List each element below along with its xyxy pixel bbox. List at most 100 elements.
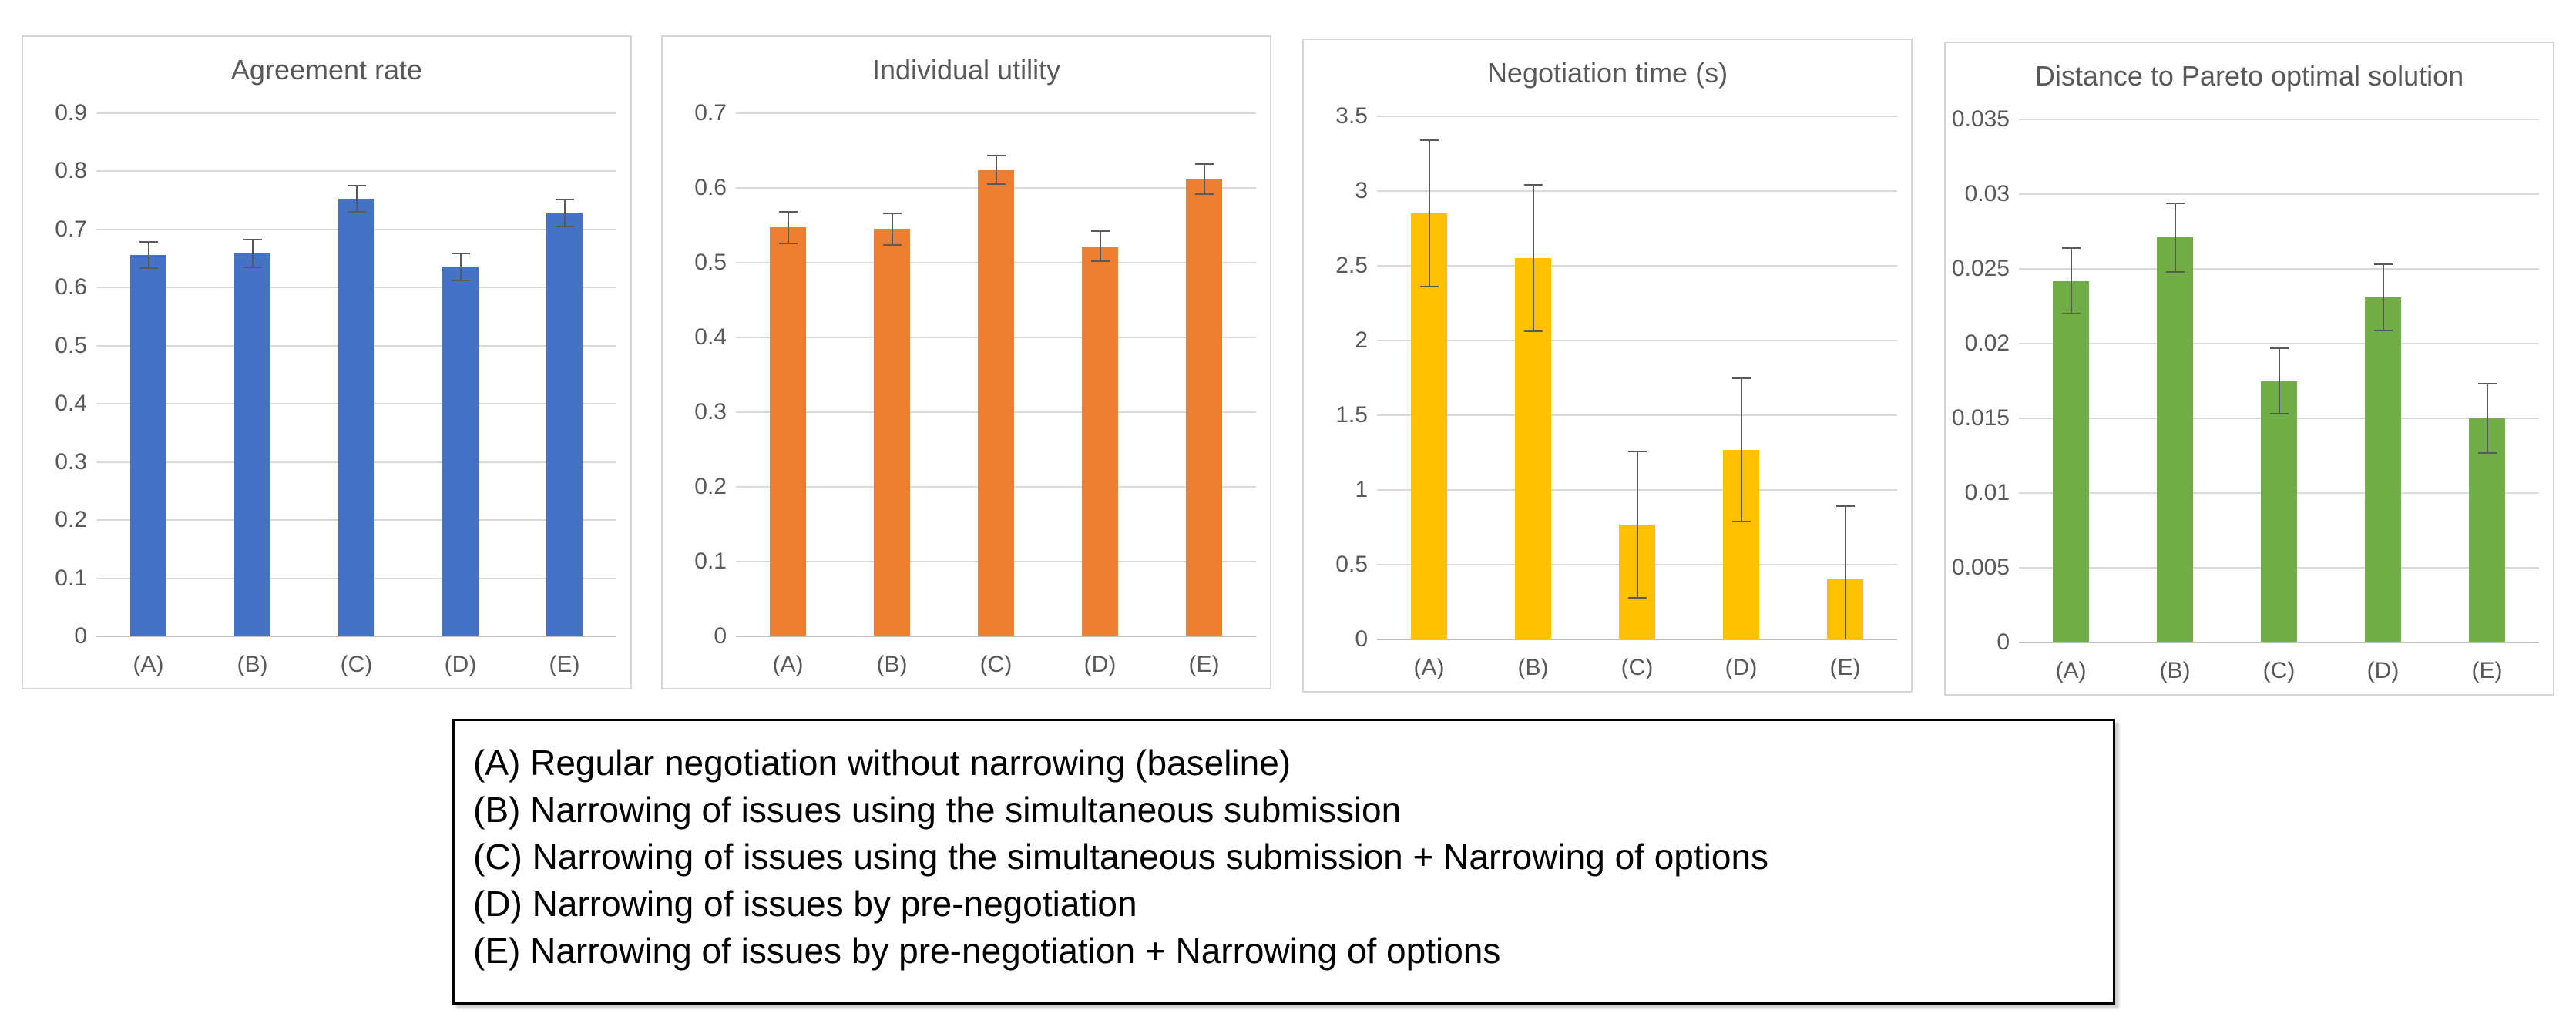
- chart-title: Agreement rate: [230, 54, 423, 86]
- y-axis-tick-label: 0.5: [1335, 552, 1368, 577]
- error-bar-cap-top: [139, 240, 158, 243]
- error-bar: [1844, 506, 1846, 639]
- error-bar-cap-top: [2269, 347, 2289, 349]
- bar-d: [2365, 297, 2401, 642]
- y-axis-tick-label: 0: [714, 623, 727, 649]
- error-bar: [1740, 377, 1742, 522]
- y-axis-tick-label: 0.1: [55, 565, 87, 591]
- bar-b: [2157, 237, 2193, 642]
- y-axis-tick-label: 2.5: [1335, 253, 1368, 278]
- error-bar: [147, 241, 149, 269]
- x-axis-category-label: (C): [979, 652, 1013, 677]
- x-axis-category-label: (D): [1725, 655, 1758, 680]
- y-axis-tick-label: 1: [1355, 477, 1368, 502]
- y-axis-tick-label: 0.03: [1964, 181, 2010, 206]
- error-bar: [355, 186, 358, 212]
- error-bar-cap-top: [778, 211, 798, 213]
- y-axis-tick-label: 0: [1997, 629, 2010, 655]
- y-axis-tick-label: 0.6: [694, 175, 727, 200]
- y-axis-tick-label: 0.015: [1951, 405, 2010, 431]
- chart-panel-pareto-distance: Distance to Pareto optimal solution 0.03…: [1944, 42, 2554, 696]
- error-bar: [459, 253, 462, 280]
- y-axis-tick-label: 0.025: [1951, 256, 2010, 281]
- bar-b: [874, 229, 910, 636]
- error-bar-cap-bottom: [882, 243, 902, 246]
- bar-c: [338, 198, 374, 636]
- error-bar: [891, 213, 893, 245]
- error-bar-cap-bottom: [1419, 286, 1439, 288]
- bar-a: [770, 227, 806, 636]
- x-axis-line: [96, 636, 616, 637]
- y-axis-tick-label: 0: [1355, 626, 1368, 652]
- error-bar-cap-bottom: [986, 183, 1006, 186]
- y-axis-tick-label: 0.3: [694, 399, 727, 424]
- x-axis-category-label: (A): [133, 652, 164, 677]
- legend-line-b: (B) Narrowing of issues using the simult…: [473, 790, 1402, 830]
- error-bar: [1203, 163, 1205, 194]
- y-axis-tick-label: 0.5: [694, 250, 727, 275]
- error-bar-cap-top: [555, 199, 574, 201]
- y-axis-tick-label: 3.5: [1335, 103, 1368, 129]
- error-bar: [251, 239, 254, 267]
- y-axis-tick-label: 0.2: [694, 474, 727, 499]
- x-axis-line: [2019, 642, 2539, 643]
- error-bar-cap-top: [882, 212, 902, 214]
- gridline: [2019, 343, 2539, 344]
- error-bar: [995, 156, 997, 185]
- error-bar-cap-bottom: [1090, 260, 1110, 263]
- bar-a: [2053, 280, 2089, 642]
- legend-line-c: (C) Narrowing of issues using the simult…: [473, 837, 1769, 877]
- y-axis-tick-label: 1.5: [1335, 402, 1368, 428]
- error-bar-cap-top: [1627, 450, 1647, 452]
- y-axis-tick-label: 0.1: [694, 549, 727, 574]
- bar-e: [1186, 179, 1222, 636]
- y-axis-tick-label: 0.3: [55, 448, 87, 475]
- bar-a: [130, 255, 166, 636]
- error-bar-cap-bottom: [243, 266, 262, 268]
- y-axis-tick-label: 3: [1355, 178, 1368, 203]
- legend-line-e: (E) Narrowing of issues by pre-negotiati…: [473, 931, 1501, 971]
- bar-e: [546, 213, 583, 636]
- legend-line-d: (D) Narrowing of issues by pre-negotiati…: [473, 884, 1137, 924]
- error-bar: [787, 212, 789, 243]
- x-axis-category-label: (E): [1829, 655, 1861, 680]
- y-axis-tick-label: 0.4: [55, 391, 87, 417]
- plot-area: 0.035 0.03 0.025 0.02 0.015 0.01 0.005 0 (A) (B) (…: [1946, 43, 2553, 694]
- error-bar: [2486, 384, 2488, 453]
- error-bar-cap-top: [2061, 247, 2081, 249]
- x-axis-category-label: (C): [2262, 658, 2296, 683]
- chart-title: Individual utility: [872, 54, 1061, 86]
- bar-b: [234, 253, 270, 636]
- gridline: [2019, 193, 2539, 195]
- error-bar-cap-bottom: [1523, 330, 1543, 333]
- y-axis-tick-label: 0.6: [55, 274, 87, 300]
- x-axis-category-label: (D): [1083, 652, 1117, 677]
- gridline: [1377, 265, 1897, 267]
- chart-panel-negotiation-time: Negotiation time (s) 3.5 3 2.5 2 1.5 1 0.5 0 (A)…: [1302, 39, 1913, 693]
- bar-e: [2469, 418, 2505, 642]
- error-bar: [1099, 231, 1101, 262]
- y-axis-tick-label: 2: [1355, 327, 1368, 353]
- chart-panel-individual-utility: Individual utility 0.7 0.6 0.5 0.4 0.3 0.2 0.1…: [661, 35, 1271, 689]
- error-bar: [2382, 264, 2384, 330]
- error-bar: [2070, 247, 2072, 314]
- error-bar: [2174, 203, 2176, 272]
- y-axis-tick-label: 0.9: [55, 100, 87, 126]
- x-axis-line: [1377, 639, 1897, 640]
- y-axis-tick-label: 0: [74, 623, 87, 649]
- gridline: [736, 112, 1256, 114]
- error-bar-cap-bottom: [451, 279, 470, 281]
- error-bar-cap-top: [243, 238, 262, 240]
- gridline: [1377, 340, 1897, 341]
- error-bar-cap-top: [347, 185, 366, 187]
- plot-area: 0.7 0.6 0.5 0.4 0.3 0.2 0.1 0 (A) (B) (C) (D) (E): [663, 37, 1270, 688]
- error-bar: [1532, 185, 1534, 332]
- error-bar: [1636, 451, 1638, 598]
- gridline: [2019, 268, 2539, 270]
- error-bar-cap-top: [1523, 184, 1543, 186]
- x-axis-category-label: (E): [1188, 652, 1220, 677]
- chart-title: Distance to Pareto optimal solution: [2034, 60, 2464, 92]
- error-bar-cap-top: [1419, 139, 1439, 142]
- error-bar-cap-bottom: [555, 226, 574, 228]
- error-bar-cap-bottom: [1731, 520, 1751, 522]
